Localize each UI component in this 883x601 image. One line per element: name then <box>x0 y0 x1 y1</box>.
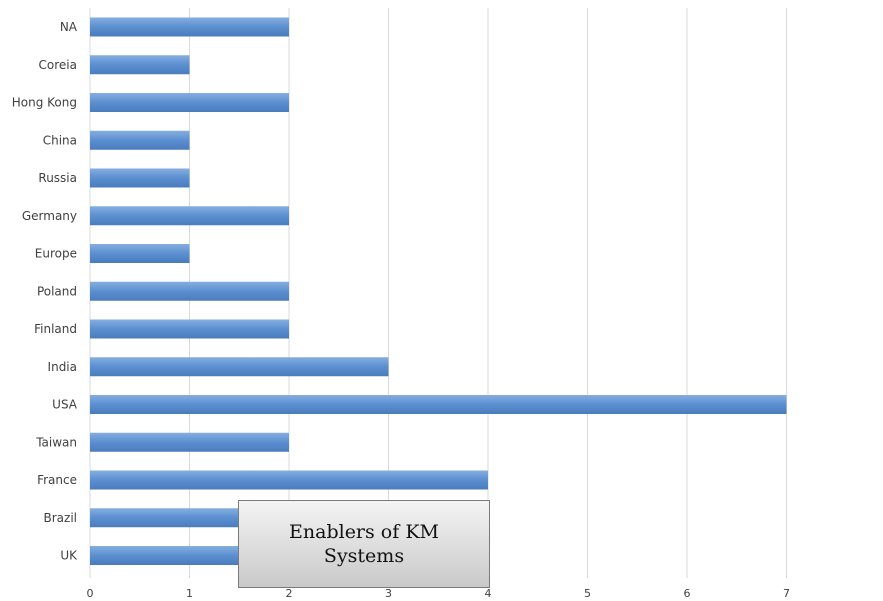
bar <box>90 244 190 263</box>
category-label: Taiwan <box>35 435 77 449</box>
bar <box>90 206 289 226</box>
category-label: USA <box>52 398 78 412</box>
category-label: France <box>37 473 77 487</box>
bar <box>90 432 289 452</box>
category-label: Coreia <box>39 58 77 72</box>
category-label: India <box>48 360 77 374</box>
category-label: Europe <box>35 247 77 261</box>
x-tick-label: 5 <box>584 587 591 600</box>
category-label: Brazil <box>44 511 78 525</box>
bar <box>90 17 289 37</box>
category-label: Hong Kong <box>12 96 77 110</box>
category-labels: NA Coreia Hong Kong China Russia Germany Europ… <box>12 20 78 563</box>
bar <box>90 281 289 301</box>
category-label: Poland <box>37 284 77 298</box>
bar <box>90 395 787 414</box>
bars <box>90 17 787 565</box>
category-label: Germany <box>22 209 77 223</box>
chart-annotation: Enablers of KM Systems <box>289 521 439 567</box>
x-axis-tick-labels: 012345678 <box>87 587 883 600</box>
bar <box>90 130 190 150</box>
bar <box>90 357 389 377</box>
x-tick-label: 2 <box>286 587 293 600</box>
bar <box>90 470 488 490</box>
x-tick-label: 7 <box>783 587 790 600</box>
chart-annotation-box: Enablers of KM Systems <box>238 500 490 588</box>
x-tick-label: 1 <box>186 587 193 600</box>
bar <box>90 319 289 339</box>
x-tick-label: 6 <box>684 587 691 600</box>
x-tick-label: 3 <box>385 587 392 600</box>
bar <box>90 55 190 75</box>
category-label: Russia <box>38 171 77 185</box>
category-label: Finland <box>34 322 77 336</box>
bar <box>90 93 289 112</box>
category-label: UK <box>60 549 78 563</box>
x-tick-label: 0 <box>87 587 94 600</box>
x-tick-label: 4 <box>485 587 492 600</box>
bar <box>90 168 190 188</box>
category-label: NA <box>60 20 78 34</box>
category-label: China <box>43 133 77 147</box>
